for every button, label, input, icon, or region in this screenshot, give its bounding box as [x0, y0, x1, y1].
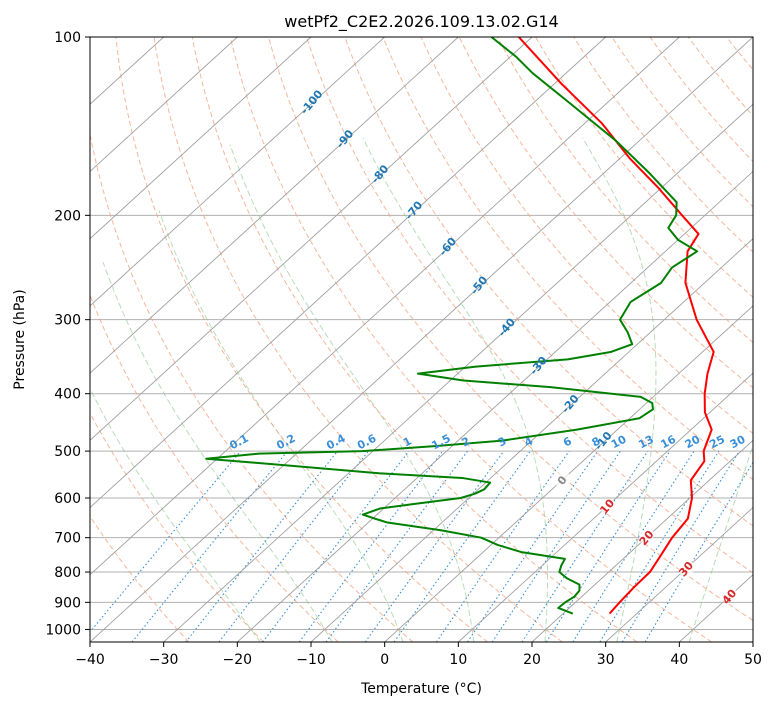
moist-adiabat [102, 262, 333, 642]
isotherm-line [237, 170, 753, 642]
isotherm-line [458, 372, 753, 642]
isotherm-label-bg [554, 473, 569, 486]
chart-title: wetPf2_C2E2.2026.109.13.02.G14 [284, 12, 558, 32]
isotherm-line [384, 305, 753, 642]
mixing-ratio-label: 25 [707, 433, 727, 452]
y-tick-label: 500 [54, 444, 81, 460]
profile-lines [205, 37, 715, 615]
dry-adiabat [496, 37, 753, 344]
isotherm-line [90, 37, 753, 642]
mixing-ratio-line [185, 450, 338, 642]
dry-adiabat [229, 37, 712, 642]
isotherm-line [90, 37, 533, 441]
isotherm-line [90, 37, 385, 307]
dry-adiabat [191, 37, 638, 642]
mixing-ratio-label: 30 [728, 433, 748, 452]
plot-frame [89, 36, 754, 643]
dry-adiabats [90, 37, 753, 642]
mixing-ratio-line [393, 450, 531, 642]
y-axis-title: Pressure (hPa) [12, 289, 28, 389]
x-tick-label: 0 [380, 652, 389, 668]
x-tick-label: 50 [744, 652, 762, 668]
y-tick-label: 100 [54, 30, 81, 46]
moist-adiabat [688, 443, 753, 642]
dry-adiabat [90, 131, 414, 642]
isotherm-label-bg [722, 589, 737, 602]
y-tick-label: 900 [54, 595, 81, 611]
isotherm-line [90, 37, 238, 173]
isotherm-line [163, 103, 753, 642]
x-tick-label: 30 [597, 652, 615, 668]
mixing-ratio-line [90, 450, 242, 633]
dry-adiabat [306, 37, 753, 574]
isotherm-label-bg [639, 530, 654, 543]
mixing-ratio-label: 20 [683, 432, 703, 451]
mixing-ratio-line [467, 450, 599, 642]
y-tick-label: 1000 [45, 622, 81, 638]
dry-adiabat [382, 37, 753, 481]
mixing-ratio-line [621, 450, 740, 642]
x-tick-label: −20 [223, 652, 253, 668]
moist-adiabat [582, 137, 657, 642]
isotherm-line [90, 37, 680, 576]
dewpoint-line [205, 37, 699, 615]
moist-adiabat [158, 209, 404, 642]
mixing-ratio-line [644, 461, 753, 642]
mixing-ratio-line [599, 450, 720, 642]
mixing-ratio-line [545, 450, 671, 642]
isotherm-line [310, 238, 753, 642]
moist-adiabat [90, 387, 261, 642]
mixing-ratio-line [131, 450, 289, 642]
y-axis: 100 200 300 400 500 600 700 800 900 1000 [45, 30, 90, 638]
x-tick-label: −30 [149, 652, 179, 668]
mixing-ratio-line [364, 450, 505, 642]
mixing-ratio-lines [90, 450, 753, 642]
x-tick-label: 10 [449, 652, 467, 668]
y-tick-label: 200 [54, 208, 81, 224]
dry-adiabat [344, 37, 753, 527]
isotherm-line [90, 37, 312, 240]
temperature-line [518, 37, 715, 615]
dry-adiabat [458, 37, 753, 389]
x-tick-label: 20 [523, 652, 541, 668]
x-axis-title: Temperature (°C) [360, 681, 482, 697]
plot-area [90, 37, 753, 642]
grid [90, 37, 753, 630]
dry-adiabat [535, 37, 753, 298]
isotherm-line [90, 37, 459, 374]
y-tick-label: 600 [54, 491, 81, 507]
isotherm-line [90, 37, 606, 509]
dry-adiabat [649, 37, 753, 163]
mixing-ratio-line [262, 450, 410, 642]
dry-adiabat [90, 293, 339, 642]
dry-adiabat [90, 515, 190, 642]
isotherm-label-bg [678, 561, 693, 574]
isotherm-line [605, 506, 753, 642]
mixing-ratio-label: 13 [636, 433, 656, 452]
y-tick-label: 800 [54, 565, 81, 581]
y-tick-label: 700 [54, 531, 81, 547]
isotherm-label-bg [599, 499, 614, 512]
mixing-ratio-line [218, 450, 369, 642]
y-tick-label: 300 [54, 313, 81, 329]
mixing-ratio-line [572, 450, 695, 642]
x-tick-label: −10 [296, 652, 326, 668]
dry-adiabat [611, 37, 753, 208]
x-axis: −40 −30 −20 −10 0 10 20 30 40 50 [75, 642, 762, 668]
moist-adiabat [229, 144, 475, 642]
mixing-ratio-label: 16 [658, 433, 678, 452]
y-tick-label: 400 [54, 387, 81, 403]
dry-adiabat [115, 37, 488, 642]
mixing-ratio-label: 10 [609, 432, 629, 451]
x-tick-label: −40 [75, 652, 105, 668]
x-tick-label: 40 [670, 652, 688, 668]
